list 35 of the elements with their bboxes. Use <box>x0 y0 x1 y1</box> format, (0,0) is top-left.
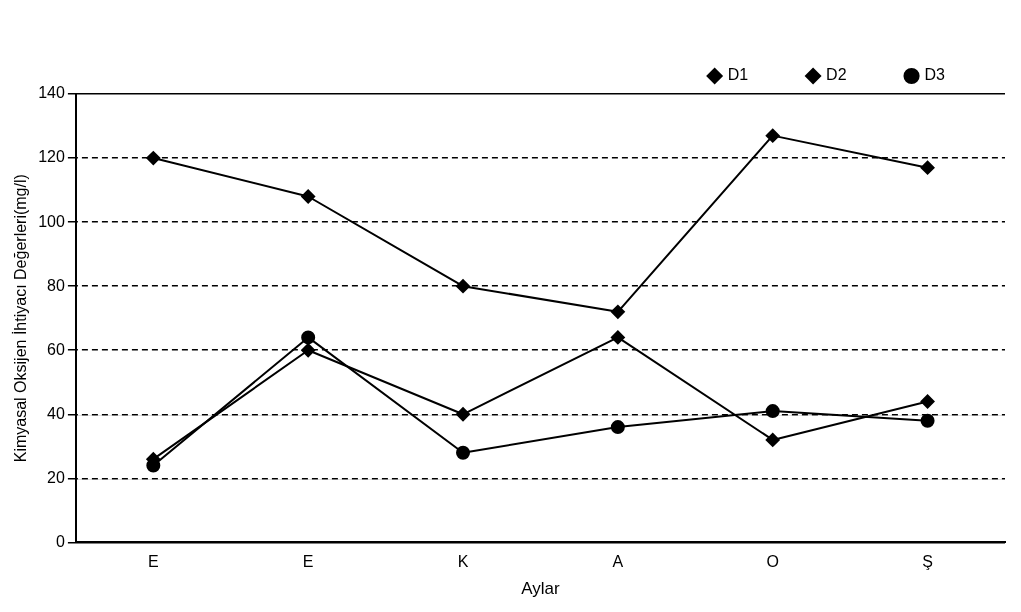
point <box>920 160 935 175</box>
y-tick-label: 80 <box>47 276 65 294</box>
point <box>920 394 935 409</box>
point <box>765 404 780 419</box>
point <box>301 343 316 358</box>
point <box>765 432 780 447</box>
y-tick-label: 20 <box>47 468 65 486</box>
y-tick-label: 60 <box>47 340 65 358</box>
point <box>610 330 625 345</box>
point <box>765 128 780 143</box>
legend-label: D1 <box>727 66 749 84</box>
y-axis-title: Kimyasal Oksijen İhtiyacı Değerleri(mg/l) <box>11 174 30 463</box>
x-tick-label: K <box>457 553 469 571</box>
legend-label: D2 <box>826 66 847 84</box>
y-tick-label: 0 <box>55 532 65 550</box>
y-tick-label: 140 <box>38 84 65 102</box>
y-tick-label: 100 <box>38 212 65 230</box>
x-tick-label: O <box>766 553 779 571</box>
point <box>456 445 471 460</box>
x-axis-title: Aylar <box>521 579 560 599</box>
y-tick-label: 40 <box>47 404 65 422</box>
x-tick-label: E <box>147 553 159 571</box>
legend-label: D3 <box>924 66 946 84</box>
x-tick-label: A <box>612 553 624 571</box>
point <box>301 189 316 204</box>
x-tick-label: Ş <box>922 553 933 571</box>
point <box>610 304 625 319</box>
point <box>610 420 625 435</box>
y-tick-label: 120 <box>38 148 65 166</box>
point <box>920 413 935 428</box>
point <box>301 330 316 345</box>
point <box>456 407 471 422</box>
point <box>146 151 161 166</box>
x-tick-label: E <box>302 553 314 571</box>
point <box>456 279 471 294</box>
